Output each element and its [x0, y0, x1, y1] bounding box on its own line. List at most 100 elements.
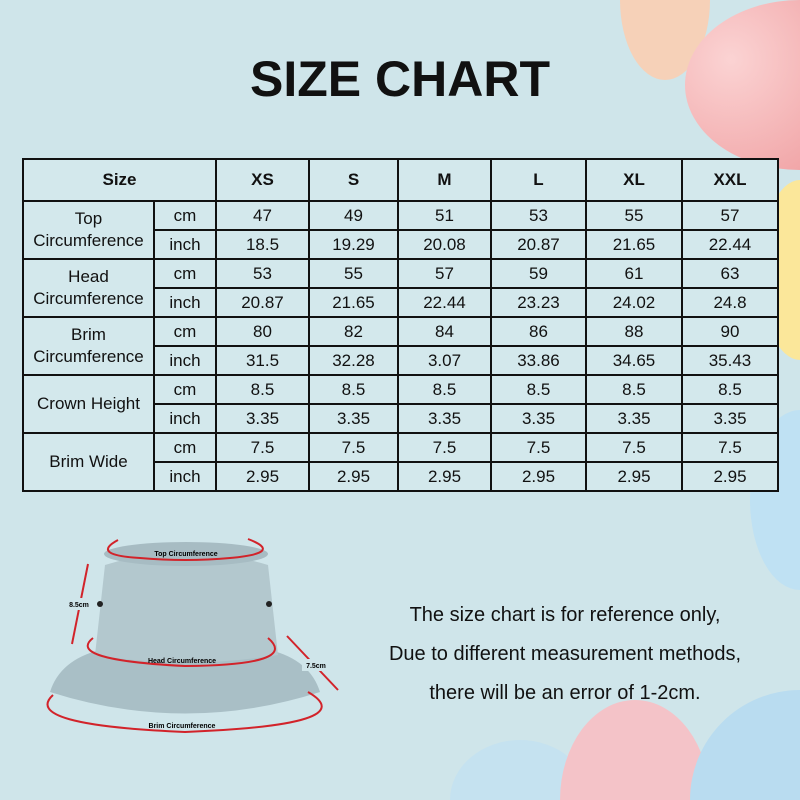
brim-circumference-arrow: [46, 691, 323, 734]
value-cell: 86: [490, 316, 587, 347]
table-row: inch 31.5 32.28 3.07 33.86 34.65 35.43: [23, 345, 779, 376]
hat-eyelet: [97, 601, 103, 607]
value-cell: 20.87: [215, 287, 310, 318]
unit-cell: inch: [153, 345, 217, 376]
value-cell: 7.5: [397, 432, 492, 463]
size-column-header: XL: [585, 158, 683, 202]
hat-eyelet: [266, 601, 272, 607]
value-cell: 3.07: [397, 345, 492, 376]
value-cell: 8.5: [397, 374, 492, 405]
value-cell: 3.35: [490, 403, 587, 434]
value-cell: 20.08: [397, 229, 492, 260]
note-line: The size chart is for reference only,: [409, 604, 721, 626]
value-cell: 8.5: [215, 374, 310, 405]
value-cell: 2.95: [308, 461, 399, 492]
table-row: Head Circumference cm 53 55 57 59 61 63: [22, 258, 779, 318]
unit-cell: inch: [153, 461, 217, 492]
value-cell: 33.86: [490, 345, 587, 376]
value-cell: 57: [397, 258, 492, 289]
value-cell: 61: [585, 258, 683, 289]
hat-brim: [50, 650, 320, 714]
unit-cell: inch: [153, 403, 217, 434]
measurement-label-line: Head: [68, 267, 109, 286]
value-cell: 7.5: [215, 432, 310, 463]
value-cell: 55: [308, 258, 399, 289]
brim-wide-label: 7.5cm: [306, 663, 326, 670]
top-circumference-label: Top Circumference: [154, 551, 217, 558]
measurement-label-line: Circumference: [33, 231, 144, 250]
size-column-header: S: [308, 158, 399, 202]
value-cell: 31.5: [215, 345, 310, 376]
value-cell: 90: [681, 316, 779, 347]
measurement-label-line: Circumference: [33, 347, 144, 366]
value-cell: 7.5: [490, 432, 587, 463]
hat-crown: [95, 552, 278, 663]
table-row: inch 18.5 19.29 20.08 20.87 21.65 22.44: [23, 229, 779, 260]
measurement-label-line: Circumference: [33, 289, 144, 308]
value-cell: 49: [308, 200, 399, 231]
unit-cell: cm: [153, 200, 217, 231]
value-cell: 57: [681, 200, 779, 231]
measurement-label: Head Circumference: [22, 258, 155, 318]
unit-cell: cm: [153, 374, 217, 405]
value-cell: 63: [681, 258, 779, 289]
size-chart-table: Size XS S M L XL XXL Top Circumference cm 47 49 51 53…: [22, 158, 779, 492]
measurement-label: Brim Wide: [22, 432, 155, 492]
value-cell: 82: [308, 316, 399, 347]
size-column-header: L: [490, 158, 587, 202]
table-row: inch 2.95 2.95 2.95 2.95 2.95 2.95: [23, 461, 779, 492]
table-row: inch 3.35 3.35 3.35 3.35 3.35 3.35: [23, 403, 779, 434]
value-cell: 47: [215, 200, 310, 231]
value-cell: 8.5: [681, 374, 779, 405]
table-row: Brim Circumference cm 80 82 84 86 88 90: [22, 316, 779, 376]
value-cell: 32.28: [308, 345, 399, 376]
value-cell: 51: [397, 200, 492, 231]
header-row: Size XS S M L XL XXL: [22, 158, 779, 202]
value-cell: 3.35: [397, 403, 492, 434]
value-cell: 3.35: [215, 403, 310, 434]
value-cell: 22.44: [681, 229, 779, 260]
value-cell: 3.35: [308, 403, 399, 434]
measurement-label-line: Brim Wide: [49, 452, 128, 471]
table-row: Crown Height cm 8.5 8.5 8.5 8.5 8.5 8.5: [22, 374, 779, 434]
value-cell: 34.65: [585, 345, 683, 376]
table-row: Brim Wide cm 7.5 7.5 7.5 7.5 7.5 7.5: [22, 432, 779, 492]
value-cell: 8.5: [490, 374, 587, 405]
value-cell: 2.95: [397, 461, 492, 492]
head-circumference-arrow: [86, 637, 276, 668]
table-row: inch 20.87 21.65 22.44 23.23 24.02 24.8: [23, 287, 779, 318]
top-circumference-arrow: [107, 538, 264, 561]
page-title: SIZE CHART: [250, 51, 550, 107]
note-line: Due to different measurement methods,: [388, 643, 742, 665]
unit-cell: inch: [153, 287, 217, 318]
bucket-hat-diagram: Top Circumference Head Circumference Bri…: [46, 538, 339, 734]
value-cell: 23.23: [490, 287, 587, 318]
size-column-header: XXL: [681, 158, 779, 202]
measurement-label-line: Brim: [71, 325, 106, 344]
value-cell: 3.35: [585, 403, 683, 434]
value-cell: 8.5: [585, 374, 683, 405]
disclaimer-note: The size chart is for reference only, Du…: [355, 596, 775, 713]
value-cell: 2.95: [215, 461, 310, 492]
value-cell: 21.65: [308, 287, 399, 318]
value-cell: 3.35: [681, 403, 779, 434]
size-header: Size: [22, 158, 217, 202]
value-cell: 53: [215, 258, 310, 289]
decorative-egg-pink-bottom: [560, 700, 710, 800]
value-cell: 88: [585, 316, 683, 347]
value-cell: 19.29: [308, 229, 399, 260]
unit-cell: cm: [153, 432, 217, 463]
value-cell: 7.5: [681, 432, 779, 463]
note-line: there will be an error of 1-2cm.: [429, 682, 701, 704]
value-cell: 8.5: [308, 374, 399, 405]
value-cell: 55: [585, 200, 683, 231]
value-cell: 2.95: [585, 461, 683, 492]
brim-circumference-label: Brim Circumference: [149, 723, 216, 730]
value-cell: 59: [490, 258, 587, 289]
value-cell: 2.95: [490, 461, 587, 492]
head-circumference-label: Head Circumference: [148, 658, 216, 665]
unit-cell: inch: [153, 229, 217, 260]
size-column-header: XS: [215, 158, 310, 202]
measurement-label-line: Crown Height: [37, 394, 140, 413]
value-cell: 84: [397, 316, 492, 347]
